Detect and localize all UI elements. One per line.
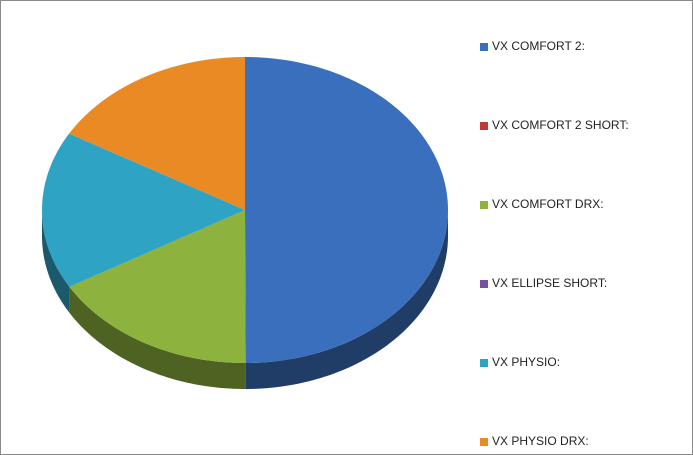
legend-label: VX ELLIPSE SHORT: [492, 276, 607, 290]
legend-label: VX PHYSIO: [492, 355, 560, 369]
legend-label: VX PHYSIO DRX: [492, 434, 589, 448]
legend-label: VX COMFORT DRX: [492, 197, 604, 211]
legend-swatch [480, 43, 488, 51]
legend-swatch [480, 280, 488, 288]
legend-swatch [480, 122, 488, 130]
slice [69, 57, 245, 210]
slice [69, 210, 246, 363]
legend-swatch [480, 438, 488, 446]
slice [245, 57, 448, 363]
slice-side [69, 286, 246, 389]
legend-label: VX COMFORT 2: [492, 39, 585, 53]
legend-swatch [480, 359, 488, 367]
slice [42, 133, 246, 287]
slice-side [245, 210, 448, 389]
legend-label: VX COMFORT 2 SHORT: [492, 118, 629, 132]
slice-side [42, 210, 70, 313]
legend-swatch [480, 201, 488, 209]
